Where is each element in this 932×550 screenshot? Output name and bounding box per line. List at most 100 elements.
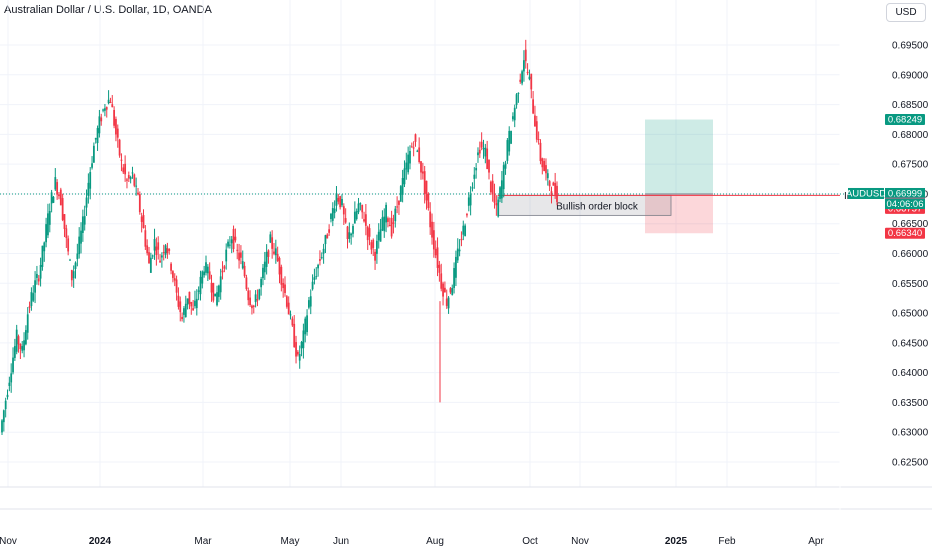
candle-body bbox=[308, 300, 310, 308]
candle-body bbox=[359, 203, 362, 205]
candle-body bbox=[451, 287, 454, 295]
candle-body bbox=[39, 265, 42, 279]
target-price-tag bbox=[885, 114, 925, 126]
candle-body bbox=[478, 149, 481, 154]
candle-body bbox=[376, 240, 378, 254]
candle-body bbox=[377, 231, 380, 241]
candle-body bbox=[519, 79, 522, 82]
candle-body bbox=[372, 239, 375, 248]
candle-body bbox=[265, 251, 268, 267]
candle-body bbox=[291, 318, 294, 326]
candle-body bbox=[157, 242, 160, 250]
candle-body bbox=[100, 117, 103, 122]
candle-body bbox=[179, 301, 182, 313]
candle-body bbox=[80, 230, 82, 244]
candle-body bbox=[467, 197, 470, 206]
y-tick-label: 0.66000 bbox=[892, 249, 929, 260]
candle-body bbox=[366, 226, 369, 241]
candle-body bbox=[550, 191, 553, 195]
candle-body bbox=[556, 185, 558, 202]
candle-body bbox=[361, 204, 364, 213]
candle-body bbox=[166, 248, 169, 254]
candle-body bbox=[431, 221, 433, 238]
candle-body bbox=[319, 259, 321, 261]
candle-body bbox=[418, 147, 421, 163]
candle-body bbox=[230, 239, 233, 244]
candle-body bbox=[460, 238, 463, 241]
x-tick-label: Jun bbox=[333, 536, 349, 547]
candle-body bbox=[212, 282, 215, 301]
candle-body bbox=[10, 373, 13, 383]
candle-body bbox=[335, 193, 338, 206]
candle-body bbox=[502, 165, 505, 190]
candle-body bbox=[541, 158, 544, 168]
candle-body bbox=[13, 346, 16, 358]
candle-body bbox=[177, 295, 180, 307]
candle-body bbox=[497, 199, 500, 217]
candle-body bbox=[41, 245, 44, 267]
candle-body bbox=[32, 293, 35, 301]
candle-body bbox=[52, 196, 55, 203]
candle-body bbox=[45, 224, 48, 243]
candle-body bbox=[488, 159, 490, 173]
candle-body bbox=[438, 264, 441, 273]
candle-body bbox=[56, 182, 59, 195]
candle-body bbox=[309, 296, 312, 307]
candle-body bbox=[357, 203, 360, 213]
candle-body bbox=[4, 400, 7, 410]
x-tick-label: 2024 bbox=[89, 536, 112, 547]
candle-body bbox=[506, 140, 509, 161]
candle-body bbox=[449, 288, 452, 293]
candle-body bbox=[425, 180, 428, 201]
candle-body bbox=[370, 242, 373, 250]
candle-body bbox=[118, 139, 121, 156]
y-tick-label: 0.63500 bbox=[892, 398, 929, 409]
candle-body bbox=[296, 351, 299, 355]
candle-body bbox=[247, 290, 250, 301]
candle-body bbox=[104, 108, 106, 111]
candle-body bbox=[6, 394, 9, 398]
candle-body bbox=[199, 276, 202, 295]
candle-body bbox=[58, 194, 60, 197]
candle-body bbox=[234, 236, 237, 241]
candle-body bbox=[124, 163, 127, 175]
currency-button[interactable]: USD bbox=[886, 3, 926, 22]
candle-body bbox=[364, 214, 367, 226]
target-price-tag-text: 0.68249 bbox=[888, 115, 922, 126]
candle-body bbox=[153, 239, 156, 251]
y-tick-label: 0.64000 bbox=[892, 368, 929, 379]
candle-body bbox=[17, 336, 20, 345]
candle-body bbox=[429, 211, 432, 228]
candle-body bbox=[214, 293, 217, 297]
candle-body bbox=[67, 238, 70, 252]
candle-body bbox=[184, 303, 187, 317]
candle-body bbox=[432, 230, 435, 250]
candle-body bbox=[203, 271, 206, 276]
candle-body bbox=[491, 180, 494, 194]
candle-body bbox=[144, 230, 147, 247]
candle-body bbox=[91, 163, 93, 168]
candle-body bbox=[341, 198, 343, 206]
candle-body bbox=[295, 342, 297, 357]
candle-body bbox=[183, 308, 185, 315]
candle-body bbox=[543, 160, 546, 172]
candle-body bbox=[96, 128, 99, 144]
candle-body bbox=[36, 273, 38, 278]
candle-body bbox=[289, 314, 292, 316]
candle-body bbox=[517, 92, 520, 94]
candle-body bbox=[458, 249, 461, 252]
candle-body bbox=[524, 49, 527, 62]
candle-body bbox=[102, 109, 104, 111]
candle-body bbox=[127, 175, 130, 179]
candle-body bbox=[302, 330, 305, 349]
stop-zone bbox=[645, 193, 713, 234]
candle-body bbox=[284, 284, 286, 293]
candle-body bbox=[240, 252, 242, 258]
candle-body bbox=[526, 71, 529, 74]
candle-body bbox=[206, 266, 209, 274]
candle-body bbox=[227, 241, 229, 247]
candle-body bbox=[109, 102, 112, 104]
candle-body bbox=[482, 148, 485, 150]
candle-body bbox=[353, 211, 356, 224]
